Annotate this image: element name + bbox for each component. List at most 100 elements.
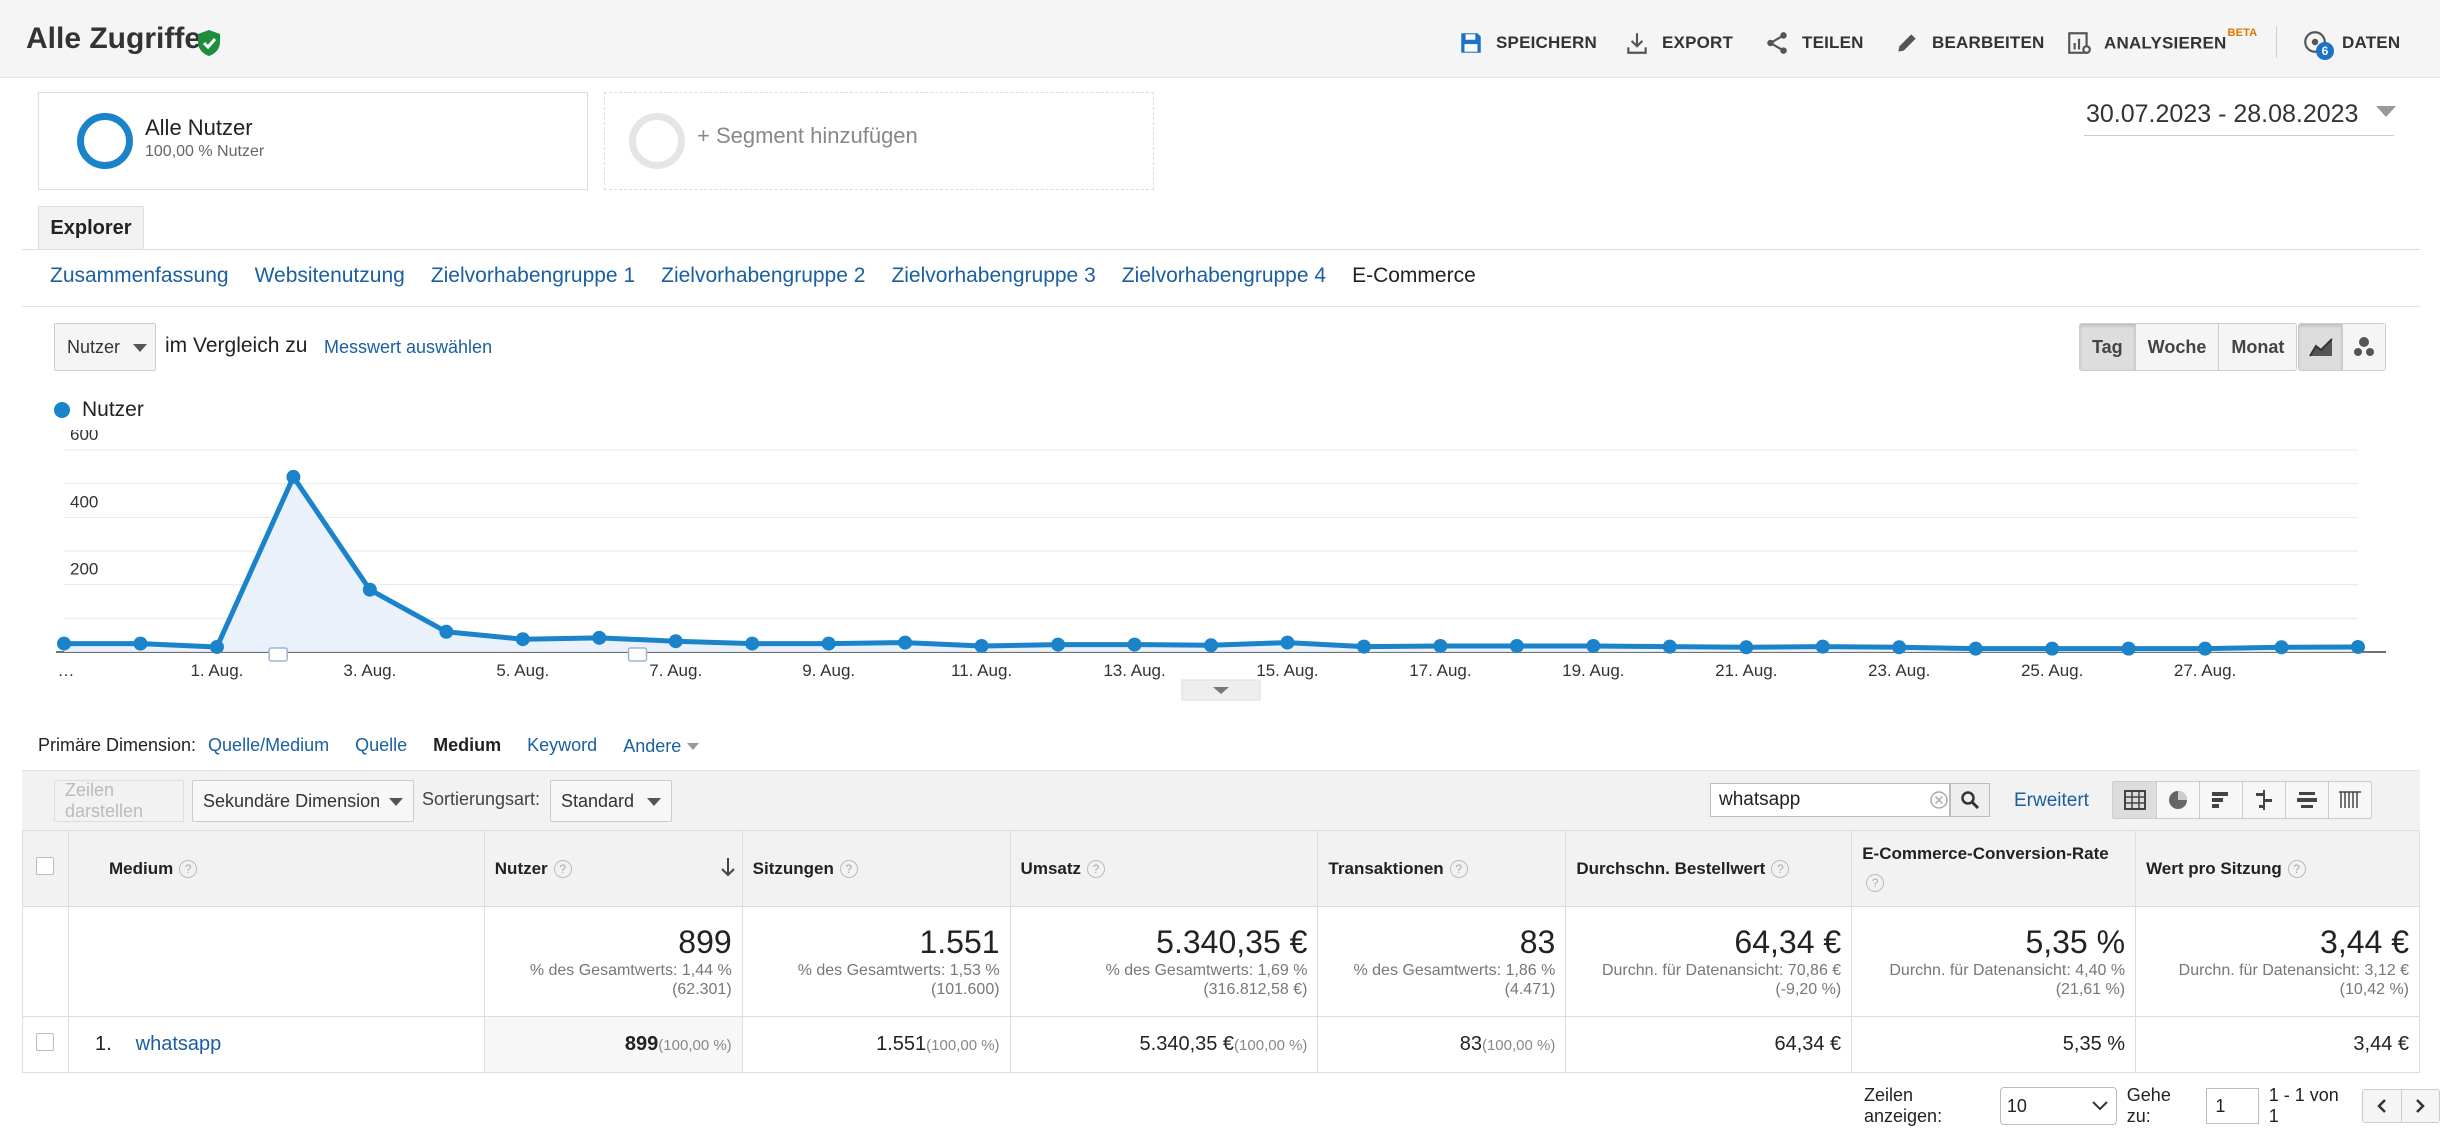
data-point[interactable] bbox=[2274, 640, 2289, 655]
view-pie-button[interactable] bbox=[2156, 782, 2199, 818]
table-search-input[interactable]: whatsapp bbox=[1710, 783, 1950, 817]
period-day-button[interactable]: Tag bbox=[2080, 324, 2135, 370]
row-checkbox[interactable] bbox=[36, 1033, 55, 1051]
line-chart-button[interactable] bbox=[2299, 324, 2342, 370]
save-button[interactable]: SPEICHERN bbox=[1458, 28, 1597, 58]
clear-search-icon[interactable] bbox=[1928, 789, 1950, 811]
data-point[interactable] bbox=[1280, 635, 1295, 650]
data-point[interactable] bbox=[1586, 638, 1601, 653]
data-point[interactable] bbox=[592, 630, 607, 645]
data-point[interactable] bbox=[1815, 639, 1830, 654]
segment-all-users[interactable]: Alle Nutzer 100,00 % Nutzer bbox=[38, 92, 588, 190]
data-point[interactable] bbox=[2121, 641, 2136, 656]
period-week-button[interactable]: Woche bbox=[2134, 324, 2219, 370]
data-point[interactable] bbox=[668, 634, 683, 649]
sort-type-select[interactable]: Standard bbox=[550, 780, 672, 822]
help-icon[interactable]: ? bbox=[1866, 874, 1885, 893]
data-point[interactable] bbox=[57, 636, 71, 651]
date-range-picker[interactable]: 30.07.2023 - 28.08.2023 bbox=[2084, 96, 2394, 136]
view-bar-button[interactable] bbox=[2199, 782, 2242, 818]
annotation-marker[interactable] bbox=[268, 647, 288, 662]
data-point[interactable] bbox=[1739, 640, 1754, 655]
data-point[interactable] bbox=[133, 636, 148, 651]
view-term-cloud-button[interactable] bbox=[2285, 782, 2328, 818]
data-point[interactable] bbox=[1433, 638, 1448, 653]
view-pivot-button[interactable] bbox=[2328, 782, 2371, 818]
plot-rows-button[interactable]: Zeilen darstellen bbox=[54, 780, 184, 822]
data-point[interactable] bbox=[1968, 641, 1983, 656]
secondary-dimension-select[interactable]: Sekundäre Dimension bbox=[192, 780, 414, 822]
data-button[interactable]: 6 DATEN bbox=[2302, 28, 2400, 60]
data-point[interactable] bbox=[898, 635, 913, 650]
period-month-button[interactable]: Monat bbox=[2218, 324, 2297, 370]
metric-select[interactable]: Nutzer bbox=[54, 323, 156, 371]
search-button[interactable] bbox=[1950, 783, 1990, 817]
dimension-other[interactable]: Andere bbox=[623, 735, 700, 757]
col-avg-order-value[interactable]: Durchschn. Bestellwert? bbox=[1565, 830, 1853, 907]
export-button[interactable]: EXPORT bbox=[1624, 28, 1733, 58]
dimension-source[interactable]: Quelle bbox=[355, 735, 408, 755]
data-point[interactable] bbox=[286, 469, 301, 484]
subnav-goal-set-3[interactable]: Zielvorhabengruppe 3 bbox=[891, 264, 1096, 287]
data-point[interactable] bbox=[1892, 640, 1907, 655]
help-icon[interactable]: ? bbox=[1771, 860, 1790, 879]
col-medium[interactable]: Medium? bbox=[68, 830, 485, 907]
subnav-site-usage[interactable]: Websitenutzung bbox=[254, 264, 405, 287]
select-all-checkbox[interactable] bbox=[36, 857, 55, 875]
col-revenue[interactable]: Umsatz? bbox=[1010, 830, 1319, 907]
col-conversion-rate[interactable]: E-Commerce-Conversion-Rate? bbox=[1851, 830, 2137, 907]
data-point[interactable] bbox=[2045, 641, 2060, 656]
goto-page-input[interactable]: 1 bbox=[2206, 1088, 2259, 1124]
data-point[interactable] bbox=[2198, 641, 2213, 656]
view-comparison-button[interactable] bbox=[2242, 782, 2285, 818]
advanced-filter-link[interactable]: Erweitert bbox=[2014, 790, 2089, 811]
col-transactions[interactable]: Transaktionen? bbox=[1317, 830, 1567, 907]
dimension-medium[interactable]: Medium bbox=[433, 735, 502, 755]
next-page-button[interactable] bbox=[2400, 1090, 2440, 1122]
help-icon[interactable]: ? bbox=[1449, 860, 1468, 879]
subnav-goal-set-2[interactable]: Zielvorhabengruppe 2 bbox=[661, 264, 866, 287]
help-icon[interactable]: ? bbox=[179, 860, 198, 879]
data-point[interactable] bbox=[1662, 639, 1677, 654]
select-metric-link[interactable]: Messwert auswählen bbox=[324, 337, 493, 357]
tab-explorer[interactable]: Explorer bbox=[38, 206, 144, 250]
col-users[interactable]: Nutzer? bbox=[484, 830, 743, 907]
edit-button[interactable]: BEARBEITEN bbox=[1894, 28, 2045, 58]
motion-chart-button[interactable] bbox=[2342, 324, 2385, 370]
data-point[interactable] bbox=[1204, 638, 1218, 653]
data-point[interactable] bbox=[1051, 637, 1066, 652]
subnav-goal-set-4[interactable]: Zielvorhabengruppe 4 bbox=[1121, 264, 1327, 287]
data-point[interactable] bbox=[515, 632, 530, 647]
data-point[interactable] bbox=[821, 636, 836, 651]
subnav-ecommerce[interactable]: E-Commerce bbox=[1352, 264, 1476, 287]
dimension-source-medium[interactable]: Quelle/Medium bbox=[208, 735, 330, 755]
help-icon[interactable]: ? bbox=[553, 860, 572, 879]
data-point[interactable] bbox=[439, 624, 454, 639]
share-button[interactable]: TEILEN bbox=[1764, 28, 1864, 58]
help-icon[interactable]: ? bbox=[2287, 860, 2306, 879]
data-point[interactable] bbox=[974, 638, 989, 653]
data-point[interactable] bbox=[1127, 637, 1142, 652]
rows-per-page-select[interactable]: 10 bbox=[1999, 1087, 2117, 1125]
help-icon[interactable]: ? bbox=[839, 860, 858, 879]
col-sessions[interactable]: Sitzungen? bbox=[742, 830, 1011, 907]
subnav-summary[interactable]: Zusammenfassung bbox=[50, 264, 229, 287]
data-point[interactable] bbox=[1356, 639, 1371, 654]
analyze-button[interactable]: ANALYSIERENBETA bbox=[2066, 27, 2257, 58]
data-point[interactable] bbox=[209, 639, 224, 654]
dimension-keyword[interactable]: Keyword bbox=[527, 735, 598, 755]
help-icon[interactable]: ? bbox=[1087, 860, 1106, 879]
subnav-goal-set-1[interactable]: Zielvorhabengruppe 1 bbox=[430, 264, 636, 287]
data-point[interactable] bbox=[2351, 639, 2365, 654]
col-value-per-session[interactable]: Wert pro Sitzung? bbox=[2135, 830, 2420, 907]
chevron-down-icon[interactable] bbox=[2376, 106, 2396, 117]
data-point[interactable] bbox=[1509, 638, 1524, 653]
view-table-button[interactable] bbox=[2113, 782, 2156, 818]
annotation-marker[interactable] bbox=[627, 647, 648, 662]
pagination: Zeilen anzeigen: 10 Gehe zu: 1 1 - 1 von… bbox=[1864, 1085, 2440, 1126]
data-point[interactable] bbox=[362, 582, 377, 597]
add-segment-button[interactable]: + Segment hinzufügen bbox=[604, 92, 1154, 190]
prev-page-button[interactable] bbox=[2362, 1090, 2401, 1122]
data-point[interactable] bbox=[745, 636, 760, 651]
row-medium-link[interactable]: whatsapp bbox=[135, 1033, 222, 1055]
